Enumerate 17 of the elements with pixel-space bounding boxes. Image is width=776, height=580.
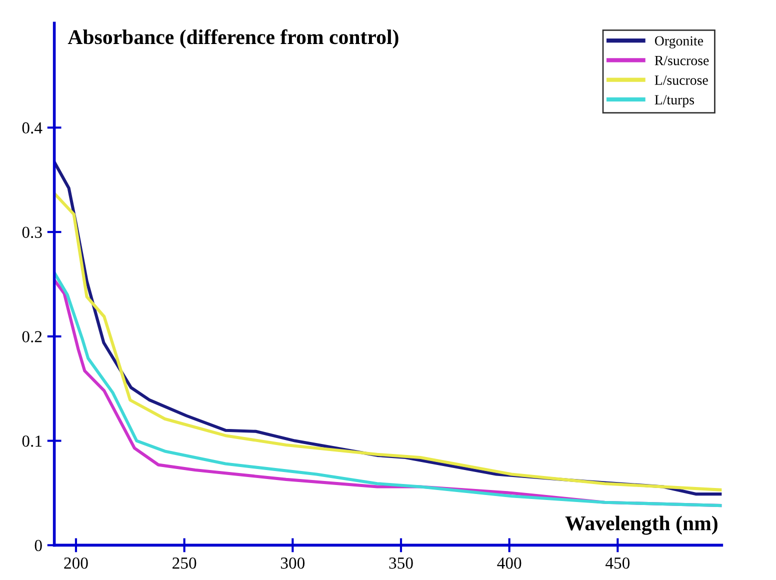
legend-label: L/sucrose [654, 76, 708, 85]
x-tick-label: 350 [389, 557, 413, 569]
legend-label: Orgonite [654, 36, 704, 48]
x-tick-label: 300 [280, 557, 305, 569]
y-axis-title: Absorbance (difference from control) [68, 29, 398, 48]
x-tick-label: 250 [172, 557, 196, 569]
legend-label: L/turps [654, 95, 694, 108]
y-tick-label: 0.4 [22, 122, 42, 134]
y-tick-label: 0.3 [22, 226, 42, 238]
y-tick-label: 0.1 [22, 436, 42, 447]
x-tick-label: 450 [606, 557, 630, 569]
x-tick-label: 200 [64, 557, 88, 569]
y-tick-label: 0 [34, 540, 42, 552]
x-axis-title: Wavelength (nm) [565, 516, 718, 535]
y-tick-label: 0.2 [22, 331, 42, 342]
legend-label: R/sucrose [654, 56, 709, 66]
x-tick-label: 400 [497, 557, 522, 569]
